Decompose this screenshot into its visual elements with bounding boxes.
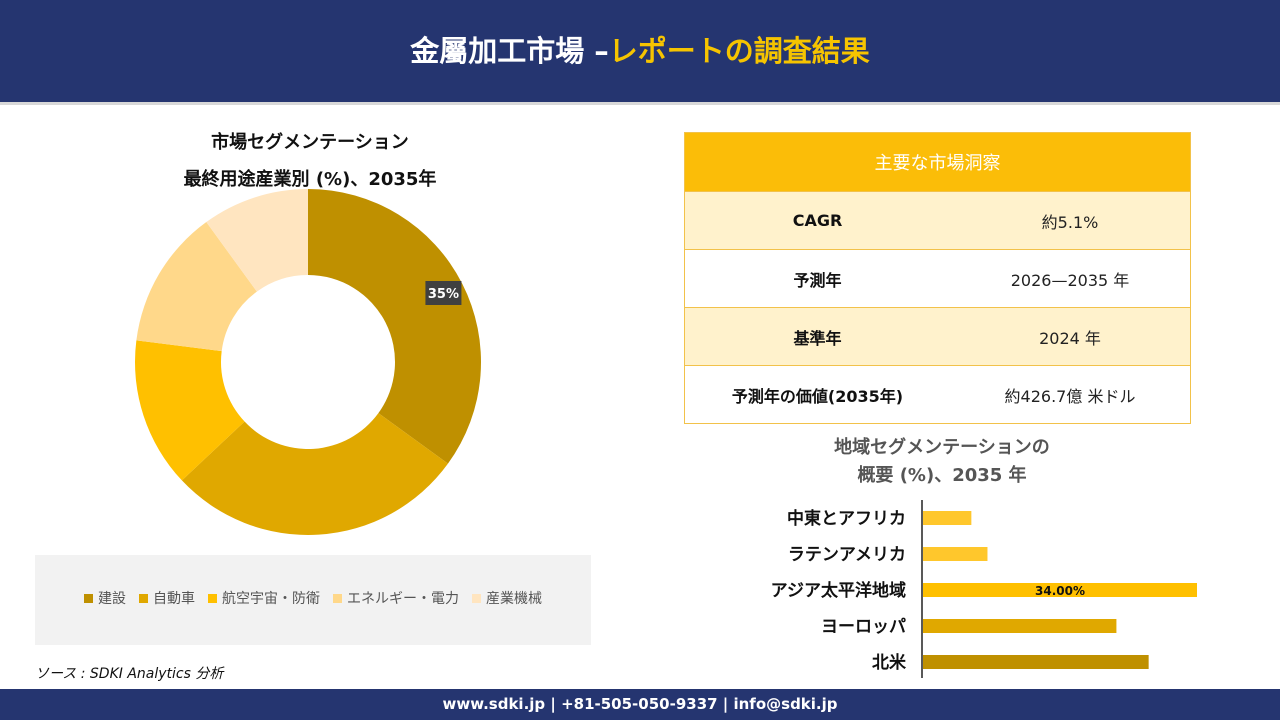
table-row: CAGR 約5.1% (685, 191, 1190, 249)
legend-item-エネルギー-電力: エネルギー・電力 (333, 588, 459, 608)
donut-slice-航空宇宙-防衛 (135, 340, 245, 481)
donut-title-line1: 市場セグメンテーション (211, 132, 409, 153)
title-main: 金屬加工市場 – (410, 34, 609, 68)
bar-アジア太平洋地域 (923, 583, 1197, 597)
row-label-base-year: 基準年 (793, 328, 842, 348)
legend-item-航空宇宙-防衛: 航空宇宙・防衛 (208, 588, 320, 608)
page-title: 金屬加工市場 –レポートの調査結果 (0, 28, 1280, 70)
svg-text:35%: 35% (428, 287, 459, 302)
bar-category-label: ヨーロッパ (821, 617, 906, 637)
bar-北米 (923, 655, 1149, 669)
table-row: 予測年 2026—2035 年 (685, 249, 1190, 307)
table-heading: 主要な市場洞察 (685, 133, 1190, 191)
legend-label: エネルギー・電力 (347, 591, 459, 607)
bar-category-label: ラテンアメリカ (788, 545, 906, 565)
donut-title-line2: 最終用途産業別 (%)、2035年 (183, 169, 437, 190)
donut-slice-建設 (308, 189, 481, 464)
legend-label: 自動車 (153, 591, 195, 607)
legend-swatch (84, 593, 93, 603)
title-accent: レポートの調査結果 (608, 34, 870, 68)
legend-swatch (472, 593, 481, 603)
donut-slice-エネルギー-電力 (136, 222, 257, 352)
donut-slice-産業機械 (206, 189, 308, 292)
bar-ヨーロッパ (923, 619, 1117, 633)
donut-legend: 建設 自動車 航空宇宙・防衛 エネルギー・電力 産業機械 (35, 555, 591, 645)
legend-swatch (139, 593, 148, 603)
row-value-base-year: 2024 年 (1039, 328, 1101, 348)
legend-label: 産業機械 (486, 591, 542, 607)
legend-row: 建設 自動車 航空宇宙・防衛 エネルギー・電力 産業機械 (35, 588, 591, 608)
row-label-forecast-value: 予測年の価値(2035年) (731, 386, 904, 406)
bar-data-label: 34.00% (1035, 584, 1085, 598)
donut-slice-自動車 (181, 413, 448, 535)
header-divider (0, 102, 1280, 105)
legend-label: 航空宇宙・防衛 (222, 591, 320, 607)
source-note: ソース : SDKI Analytics 分析 (35, 666, 224, 682)
table-row: 予測年の価値(2035年) 約426.7億 米ドル (685, 365, 1190, 423)
table-row: 基準年 2024 年 (685, 307, 1190, 365)
legend-swatch (333, 593, 342, 603)
legend-item-産業機械: 産業機械 (472, 588, 542, 608)
contact-info: www.sdki.jp | +81-505-050-9337 | info@sd… (442, 695, 838, 713)
row-value-forecast-value: 約426.7億 米ドル (1004, 386, 1136, 406)
row-value-forecast-period: 2026—2035 年 (1010, 270, 1130, 290)
row-label-cagr: CAGR (792, 211, 843, 230)
bar-category-label: 中東とアフリカ (787, 508, 906, 529)
donut-chart: 35% (135, 189, 481, 535)
legend-swatch (208, 593, 217, 603)
bar-category-label: アジア太平洋地域 (771, 580, 906, 601)
bar-category-label: 北米 (872, 652, 907, 673)
bar-中東とアフリカ (923, 511, 972, 525)
region-title-line1: 地域セグメンテーションの (834, 437, 1050, 458)
region-title-line2: 概要 (%)、2035 年 (857, 465, 1027, 486)
footer-banner: www.sdki.jp | +81-505-050-9337 | info@sd… (0, 689, 1280, 720)
legend-item-自動車: 自動車 (139, 588, 195, 608)
row-value-cagr: 約5.1% (1041, 212, 1099, 232)
donut-data-label: 35% (425, 280, 462, 305)
legend-item-建設: 建設 (84, 588, 126, 608)
bar-ラテンアメリカ (923, 547, 988, 561)
header-banner: 金屬加工市場 –レポートの調査結果 (0, 0, 1280, 102)
legend-label: 建設 (98, 591, 126, 607)
row-label-forecast-period: 予測年 (793, 270, 842, 290)
key-insights-table: 主要な市場洞察 CAGR 約5.1% 予測年 2026—2035 年 基準年 2… (684, 132, 1191, 424)
